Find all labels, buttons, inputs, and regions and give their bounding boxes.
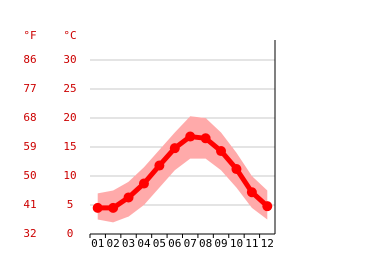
point xyxy=(200,133,211,144)
point xyxy=(262,201,273,212)
y2-tick-label: 32 xyxy=(23,227,36,240)
y2-tick-label: 77 xyxy=(23,82,36,95)
x-tick-label: 06 xyxy=(168,237,181,250)
x-tick-label: 07 xyxy=(184,237,197,250)
x-tick-label: 10 xyxy=(230,237,243,250)
y-tick-label: 15 xyxy=(63,140,76,153)
point xyxy=(216,146,227,157)
x-tick-label: 02 xyxy=(107,237,120,250)
y2-tick-label: 59 xyxy=(23,140,36,153)
y-tick-label: 5 xyxy=(67,198,74,211)
x-tick-label: 01 xyxy=(91,237,104,250)
x-tick-label: 08 xyxy=(199,237,212,250)
x-tick-label: 04 xyxy=(137,237,151,250)
y2-axis-label: °F xyxy=(23,29,36,42)
point xyxy=(138,178,149,189)
point xyxy=(154,160,165,171)
y2-tick-label: 41 xyxy=(23,198,36,211)
x-tick-label: 03 xyxy=(122,237,135,250)
y-tick-label: 0 xyxy=(67,227,74,240)
point xyxy=(92,202,103,213)
point xyxy=(123,192,134,203)
x-tick-label: 12 xyxy=(261,237,274,250)
y2-tick-label: 86 xyxy=(23,53,36,66)
y-tick-label: 25 xyxy=(63,82,76,95)
point xyxy=(246,187,257,198)
y2-tick-label: 68 xyxy=(23,111,36,124)
point xyxy=(108,202,119,213)
x-tick-label: 05 xyxy=(153,237,166,250)
y-axis-label: °C xyxy=(63,29,76,42)
x-tick-label: 09 xyxy=(214,237,227,250)
x-tick-label: 11 xyxy=(245,237,258,250)
y-tick-label: 30 xyxy=(63,53,76,66)
y-tick-label: 20 xyxy=(63,111,76,124)
point xyxy=(169,143,180,154)
point xyxy=(185,131,196,142)
range-band xyxy=(97,116,268,223)
point xyxy=(231,164,242,175)
y2-tick-label: 50 xyxy=(23,169,36,182)
y-tick-label: 10 xyxy=(63,169,76,182)
